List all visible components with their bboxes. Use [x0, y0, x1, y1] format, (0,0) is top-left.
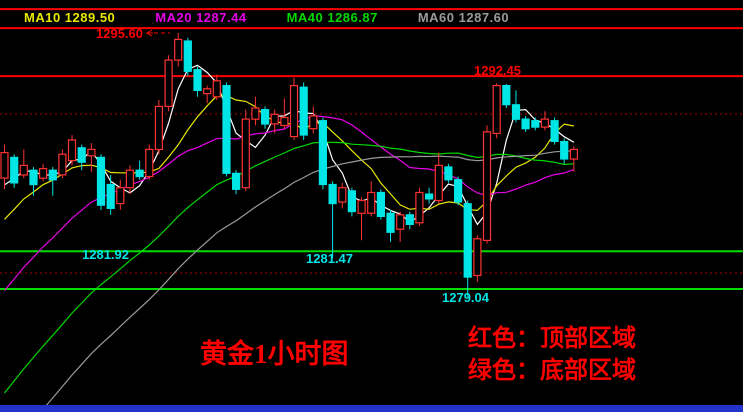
candle-down: [135, 169, 144, 178]
candle-up: [174, 38, 183, 61]
red-zone-note: 红色：顶部区域: [468, 326, 636, 352]
candle-up: [289, 84, 299, 138]
price-label: 1281.47: [306, 251, 353, 266]
candle-down: [96, 156, 106, 206]
candle-down: [48, 169, 57, 181]
candle-up: [540, 118, 550, 128]
price-label: 1295.60: [96, 26, 143, 41]
candle-down: [347, 190, 356, 213]
legend-item-ma40: MA40 1286.87: [286, 10, 378, 25]
candle-down: [232, 172, 241, 190]
candle-up: [492, 84, 501, 134]
candle-down: [106, 183, 115, 209]
candle-down: [10, 156, 19, 184]
candle-up: [87, 148, 96, 157]
candle-down: [193, 69, 202, 91]
chart-title: 黄金1小时图: [200, 339, 349, 369]
candle-down: [29, 169, 38, 186]
candle-up: [241, 118, 250, 189]
candle-up: [38, 168, 48, 179]
ma-line: [4, 141, 574, 394]
candle-down: [531, 120, 540, 128]
candle-up: [116, 187, 125, 205]
ma-line: [39, 150, 574, 412]
candle-down: [502, 84, 511, 106]
candle-down: [183, 40, 192, 72]
candle-up: [569, 148, 579, 160]
price-label: 1281.92: [82, 247, 129, 262]
price-label: 1292.45: [474, 63, 521, 78]
candle-down: [550, 120, 559, 142]
candle-up: [154, 105, 163, 151]
candle-up: [415, 191, 424, 224]
candle-down: [328, 183, 337, 205]
candle-down: [511, 104, 521, 120]
candle-up: [164, 59, 173, 107]
candle-down: [261, 108, 270, 125]
candle-up: [473, 238, 482, 277]
candle-down: [454, 179, 463, 203]
candle-down: [521, 118, 530, 130]
candle-up: [280, 116, 289, 127]
candle-up: [58, 153, 67, 176]
candle-up: [338, 187, 347, 203]
candle-down: [463, 203, 472, 278]
candle-down: [299, 86, 308, 136]
candle-down: [425, 193, 434, 200]
candle-down: [222, 84, 231, 174]
ma-legend: MA10 1289.50 MA20 1287.44 MA40 1286.87 MA60…: [24, 10, 509, 25]
candle-down: [560, 140, 569, 160]
candle-up: [67, 139, 77, 162]
candle-down: [405, 214, 414, 226]
legend-item-ma10: MA10 1289.50: [24, 10, 116, 25]
candle-up: [19, 164, 28, 176]
candle-up: [270, 113, 279, 125]
candle-down: [376, 191, 385, 217]
candle-up: [0, 152, 9, 179]
candle-up: [357, 199, 366, 214]
candle-up: [125, 169, 135, 189]
candle-up: [396, 214, 405, 230]
legend-item-ma60: MA60 1287.60: [417, 10, 510, 25]
candle-up: [434, 164, 443, 202]
annotation-arrowhead-icon: [145, 29, 153, 37]
candle-up: [309, 115, 318, 130]
candle-down: [77, 147, 86, 163]
candle-down: [386, 212, 395, 233]
candle-up: [482, 131, 492, 241]
candle-up: [145, 148, 154, 178]
candle-down: [444, 166, 453, 181]
candle-up: [212, 80, 221, 98]
green-zone-note: 绿色：底部区域: [468, 358, 636, 384]
taskbar[interactable]: [0, 405, 743, 412]
candle-down: [318, 120, 327, 186]
candle-up: [251, 107, 260, 120]
price-label: 1279.04: [442, 290, 490, 305]
legend-item-ma20: MA20 1287.44: [155, 10, 247, 25]
candle-up: [367, 191, 376, 214]
candle-up: [203, 88, 212, 95]
